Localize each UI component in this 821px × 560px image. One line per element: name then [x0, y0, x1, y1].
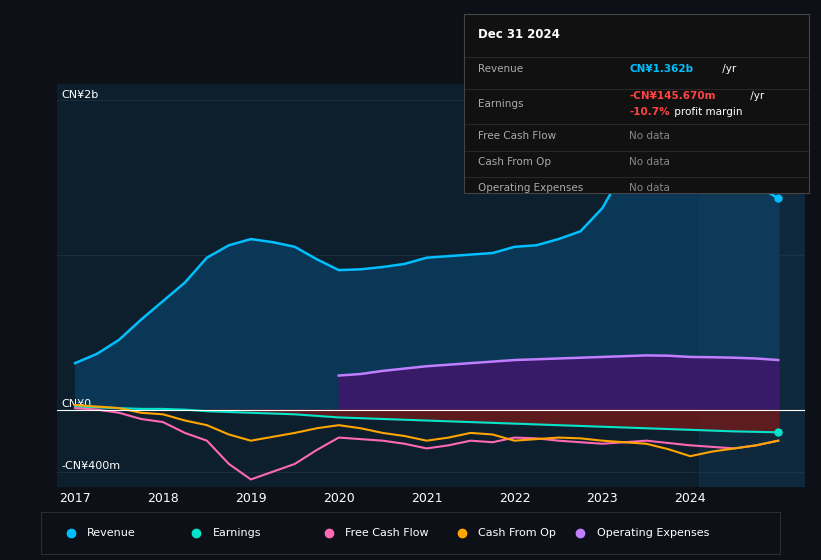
Text: -CN¥400m: -CN¥400m	[62, 461, 121, 471]
Text: Earnings: Earnings	[478, 99, 523, 109]
Text: No data: No data	[630, 131, 670, 141]
Text: CN¥0: CN¥0	[62, 399, 92, 409]
Text: Cash From Op: Cash From Op	[479, 529, 557, 538]
Text: Revenue: Revenue	[478, 64, 523, 74]
Text: No data: No data	[630, 183, 670, 193]
Text: profit margin: profit margin	[671, 106, 742, 116]
Text: /yr: /yr	[746, 91, 764, 101]
Text: No data: No data	[630, 157, 670, 167]
Text: Cash From Op: Cash From Op	[478, 157, 551, 167]
Text: -CN¥145.670m: -CN¥145.670m	[630, 91, 716, 101]
Text: Operating Expenses: Operating Expenses	[597, 529, 709, 538]
Text: Earnings: Earnings	[213, 529, 261, 538]
Text: Operating Expenses: Operating Expenses	[478, 183, 583, 193]
Text: CN¥2b: CN¥2b	[62, 90, 99, 100]
Text: CN¥1.362b: CN¥1.362b	[630, 64, 694, 74]
Text: Free Cash Flow: Free Cash Flow	[346, 529, 429, 538]
Text: Revenue: Revenue	[87, 529, 135, 538]
Text: Dec 31 2024: Dec 31 2024	[478, 29, 560, 41]
Text: /yr: /yr	[719, 64, 736, 74]
Bar	[699, 84, 805, 487]
Text: -10.7%: -10.7%	[630, 106, 670, 116]
Text: Free Cash Flow: Free Cash Flow	[478, 131, 556, 141]
